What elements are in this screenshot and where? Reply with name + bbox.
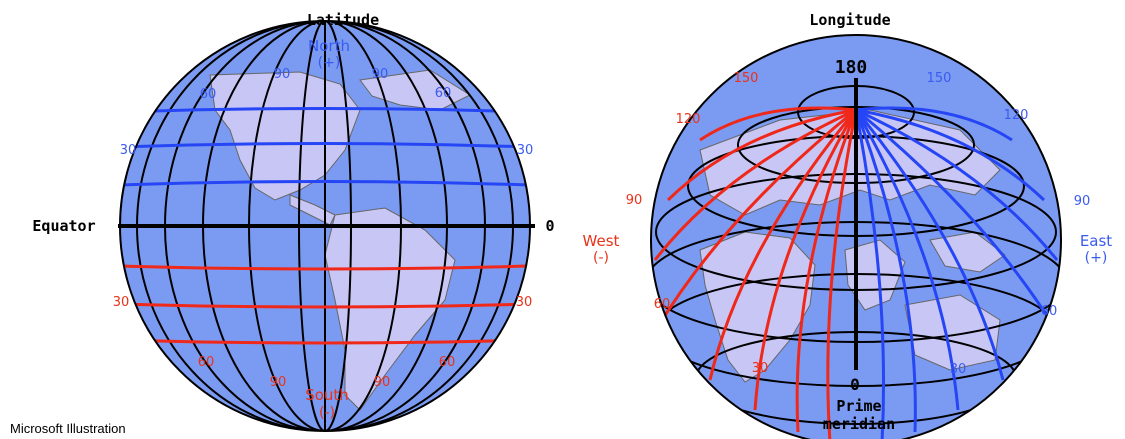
east-label: East [1080,232,1112,250]
south-sign: (-) [319,405,335,421]
north-sign: (+) [318,55,341,71]
south-mark-60-right: 60 [439,355,456,370]
west-mark-150: 150 [734,71,759,86]
north-mark-30-right: 30 [517,143,534,158]
longitude-top-value: 180 [835,57,868,78]
south-label: South [305,386,349,404]
north-mark-30-left: 30 [120,143,137,158]
latitude-north-parallels [120,107,530,187]
longitude-west-meridians [653,106,858,439]
west-mark-90: 90 [626,193,643,208]
equator-label: Equator [32,217,95,235]
north-mark-90-left: 90 [274,67,291,82]
north-mark-90-right: 90 [372,67,389,82]
credit-label: Microsoft Illustration [10,421,126,436]
west-mark-60: 60 [654,297,671,312]
equator-value: 0 [545,217,554,235]
north-label: North [308,37,350,55]
latitude-title: Latitude [307,11,379,29]
south-mark-90-left: 90 [270,375,287,390]
east-mark-30: 30 [950,362,967,377]
south-mark-30-left: 30 [113,295,130,310]
west-mark-120: 120 [676,112,701,127]
north-mark-60-right: 60 [435,86,452,101]
south-mark-60-left: 60 [198,355,215,370]
latitude-south-parallels [120,264,530,345]
west-sign: (-) [593,250,609,266]
east-sign: (+) [1085,250,1108,266]
east-mark-120: 120 [1004,108,1029,123]
west-mark-30: 30 [752,361,769,376]
longitude-east-meridians [854,106,1059,439]
longitude-title: Longitude [809,11,890,29]
prime-label-1: Prime [836,397,881,415]
latitude-landmass [209,69,472,411]
east-mark-90: 90 [1074,194,1091,209]
south-mark-90-right: 90 [374,375,391,390]
longitude-bottom-value: 0 [850,375,860,394]
south-mark-30-right: 30 [516,295,533,310]
latitude-globe [118,20,535,432]
longitude-globe-outline [650,34,1062,439]
longitude-globe [650,34,1062,439]
east-mark-150: 150 [927,71,952,86]
prime-label-2: meridian [823,415,895,433]
east-mark-60: 60 [1041,304,1058,319]
north-mark-60-left: 60 [200,87,217,102]
west-label: West [583,232,620,250]
longitude-landmass [699,109,1006,383]
